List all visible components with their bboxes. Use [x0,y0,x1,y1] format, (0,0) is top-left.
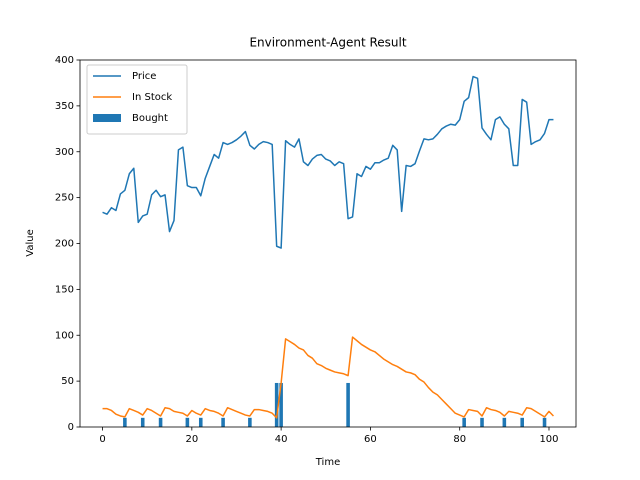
bar [140,417,145,427]
bar [346,382,350,427]
chart-title: Environment-Agent Result [249,36,406,50]
y-tick-label: 400 [55,55,74,66]
x-tick-label: 0 [99,434,105,445]
bar [158,417,163,427]
y-tick-label: 0 [68,422,74,433]
bar [248,417,252,427]
bar [274,382,279,427]
legend-label: In Stock [132,92,172,103]
line [102,336,554,419]
x-axis-label: Time [315,457,340,468]
bar [462,417,466,427]
line [102,75,554,249]
bar [123,417,127,427]
y-axis-label: Value [25,229,36,256]
legend-label: Price [132,71,156,82]
y-tick-label: 350 [55,101,74,112]
y-tick-label: 300 [55,147,74,158]
x-tick-label: 100 [539,434,558,445]
y-tick-label: 50 [61,376,74,387]
bar [520,417,524,427]
bar [502,417,507,427]
bar [480,417,484,427]
bar [221,417,225,427]
bar [542,417,547,427]
bar [185,417,190,427]
y-tick-label: 150 [55,284,74,295]
x-tick-label: 40 [275,434,288,445]
legend-swatch [93,114,121,122]
x-tick-label: 20 [185,434,198,445]
legend-label: Bought [132,113,168,124]
bar [198,417,203,427]
x-tick-label: 60 [364,434,377,445]
x-tick-label: 80 [453,434,466,445]
y-tick-label: 250 [55,193,74,204]
y-tick-label: 200 [55,239,74,250]
bar [279,382,283,427]
y-tick-label: 100 [55,330,74,341]
